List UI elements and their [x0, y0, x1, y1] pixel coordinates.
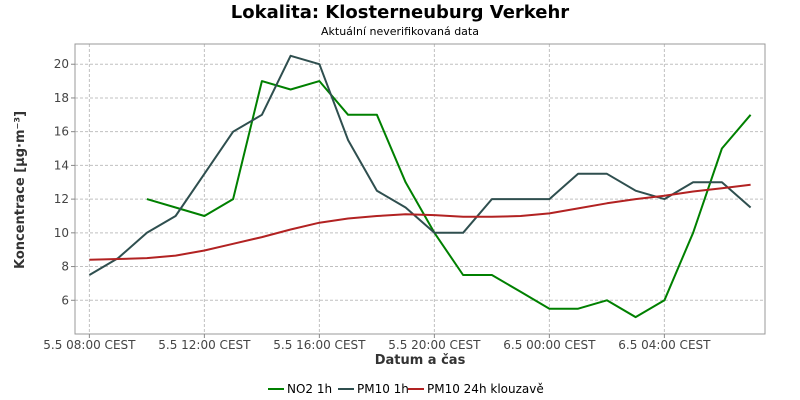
y-tick-label: 10: [54, 226, 69, 240]
series-line-2: [88, 54, 752, 276]
x-tick-label: 5.5 08:00 CEST: [43, 338, 136, 352]
y-tick-label: 12: [54, 192, 69, 206]
x-tick-label: 6.5 00:00 CEST: [503, 338, 596, 352]
grid: [75, 44, 765, 334]
y-tick-label: 20: [54, 57, 69, 71]
legend: NO2 1h PM10 1h PM10 24h klouzavě: [268, 382, 544, 396]
y-tick-label: 6: [61, 293, 69, 307]
y-axis-label: Koncentrace [µg·m⁻³]: [13, 111, 28, 269]
y-tick-label: 14: [54, 158, 69, 172]
plot-area: [74, 43, 766, 335]
x-tick-label: 6.5 04:00 CEST: [618, 338, 711, 352]
legend-label: PM10 24h klouzavě: [427, 382, 544, 396]
legend-label: NO2 1h: [287, 382, 332, 396]
x-tick-label: 5.5 20:00 CEST: [388, 338, 481, 352]
x-tick-label: 5.5 12:00 CEST: [158, 338, 251, 352]
y-tick-label: 8: [61, 260, 69, 274]
series-line-1: [146, 80, 752, 319]
x-axis-label: Datum a čas: [375, 353, 466, 368]
x-axis-ticks: 5.5 08:00 CEST 5.5 12:00 CEST 5.5 16:00 CE…: [43, 334, 711, 352]
chart-title: Lokalita: Klosterneuburg Verkehr: [231, 2, 570, 23]
chart-subtitle: Aktuální neverifikovaná data: [321, 25, 479, 38]
y-axis-ticks: 6 8 10 12 14 16 18 20: [54, 57, 75, 307]
series-line-3: [89, 183, 751, 261]
series-lines: [88, 54, 752, 319]
x-tick-label: 5.5 16:00 CEST: [273, 338, 366, 352]
y-tick-label: 18: [54, 91, 69, 105]
legend-label: PM10 1h: [357, 382, 409, 396]
y-tick-label: 16: [54, 125, 69, 139]
